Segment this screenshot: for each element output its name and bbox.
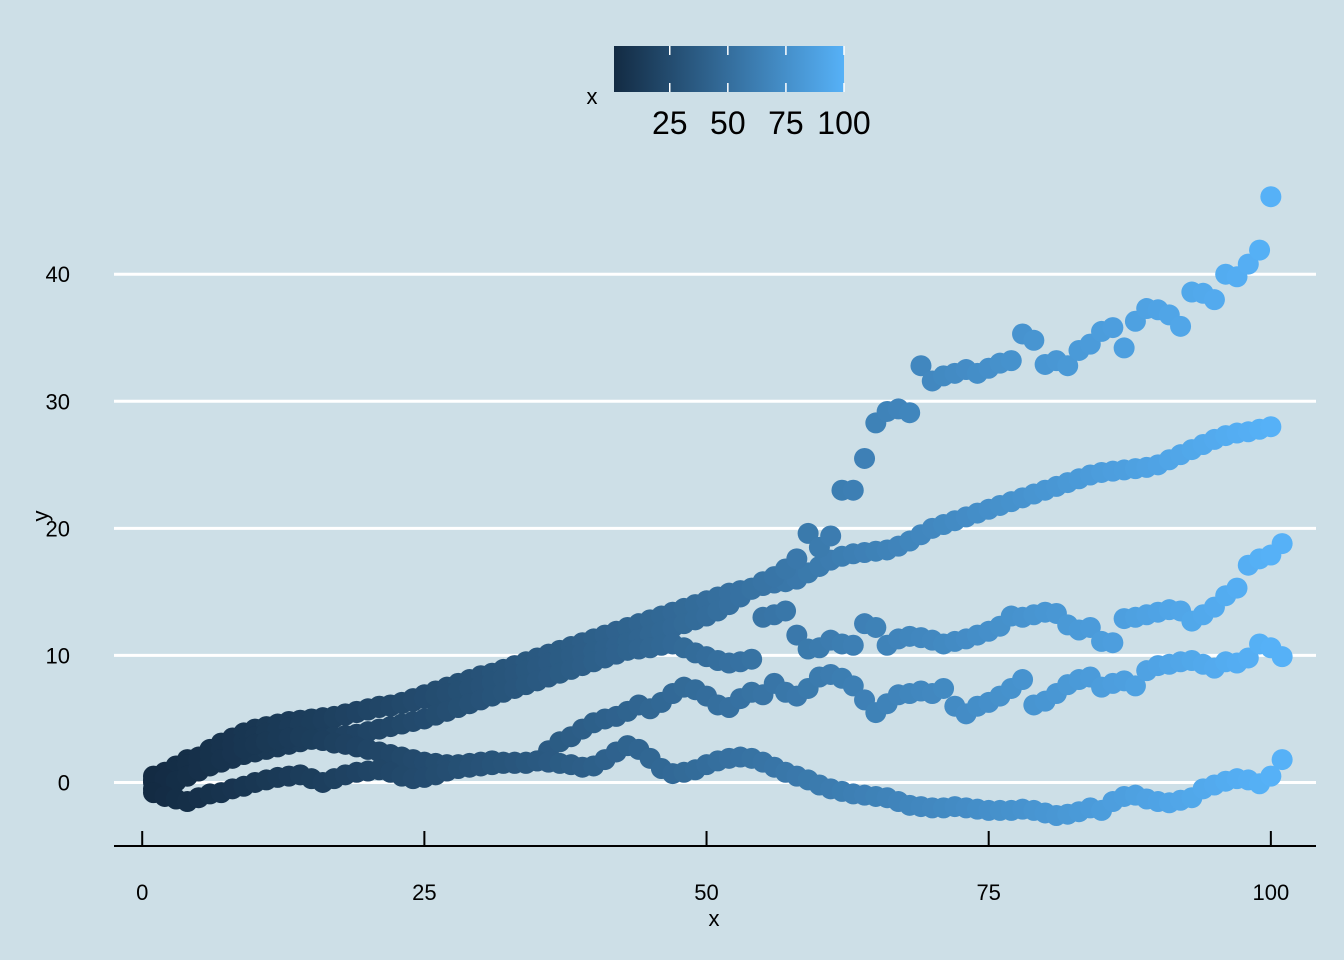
- data-point: [1113, 337, 1135, 359]
- y-axis-label: y: [28, 511, 53, 522]
- data-point: [1260, 416, 1282, 438]
- data-point: [741, 648, 763, 670]
- data-point: [1271, 646, 1293, 668]
- data-point: [1271, 533, 1293, 555]
- data-point: [1102, 632, 1124, 654]
- x-tick-label: 100: [1252, 880, 1289, 905]
- color-legend: x 25 50 75 100: [587, 46, 871, 141]
- data-point: [1000, 350, 1022, 372]
- x-tick-label: 25: [412, 880, 436, 905]
- y-tick-label: 40: [46, 262, 70, 287]
- data-point: [1079, 616, 1101, 638]
- x-tick-label: 0: [136, 880, 148, 905]
- data-point: [1102, 317, 1124, 339]
- axes: 0 25 50 75 100 0 10 20 30 40 x y: [28, 262, 1316, 931]
- legend-break-label: 75: [768, 105, 804, 141]
- legend-breaks: 25 50 75 100: [652, 46, 871, 141]
- legend-break-label: 25: [652, 105, 688, 141]
- legend-colorbar: [614, 46, 844, 92]
- grid-lines: [114, 272, 1316, 784]
- x-tick-label: 75: [976, 880, 1000, 905]
- data-point: [854, 447, 876, 469]
- data-point: [1012, 669, 1034, 691]
- legend-title: x: [587, 84, 598, 109]
- data-point: [933, 677, 955, 699]
- y-tick-label: 10: [46, 643, 70, 668]
- x-axis-label: x: [709, 906, 720, 931]
- data-point: [865, 616, 887, 638]
- y-tick-label: 0: [58, 770, 70, 795]
- data-point: [1237, 253, 1259, 275]
- data-point: [1203, 289, 1225, 311]
- data-point: [1260, 186, 1282, 208]
- data-point: [842, 479, 864, 501]
- data-point: [1170, 315, 1192, 337]
- data-points: [143, 186, 1293, 827]
- data-point: [910, 355, 932, 377]
- data-point: [820, 525, 842, 547]
- x-tick-label: 50: [694, 880, 718, 905]
- data-point: [797, 522, 819, 544]
- y-tick-label: 30: [46, 389, 70, 414]
- legend-break-label: 100: [817, 105, 870, 141]
- y-tick-label: 20: [46, 516, 70, 541]
- data-point: [842, 675, 864, 697]
- x-axis-ticks: 0 25 50 75 100: [136, 831, 1289, 905]
- data-point: [775, 600, 797, 622]
- y-axis-ticks: 0 10 20 30 40: [46, 262, 70, 795]
- data-point: [786, 548, 808, 570]
- data-point: [1226, 577, 1248, 599]
- data-point: [1023, 329, 1045, 351]
- data-point: [1271, 749, 1293, 771]
- data-point: [1237, 647, 1259, 669]
- legend-break-label: 50: [710, 105, 746, 141]
- data-point: [842, 634, 864, 656]
- data-point: [1260, 765, 1282, 787]
- data-point: [1124, 675, 1146, 697]
- data-point: [1249, 239, 1271, 261]
- data-point: [786, 624, 808, 646]
- data-point: [1057, 355, 1079, 377]
- data-point: [899, 402, 921, 424]
